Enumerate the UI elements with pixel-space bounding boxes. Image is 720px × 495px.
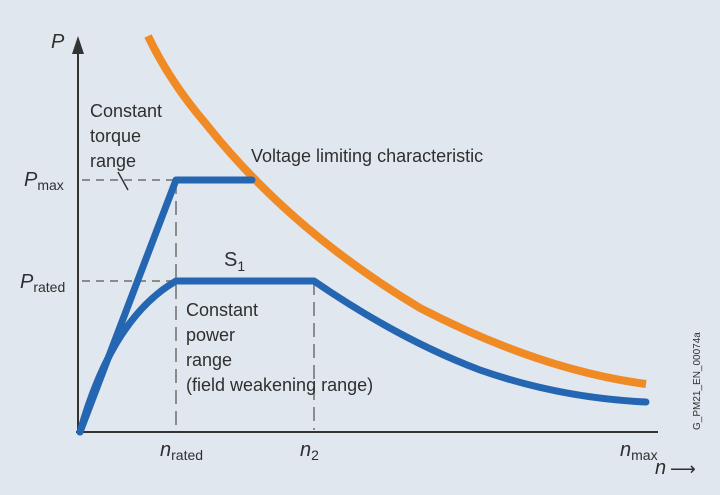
x-axis-label: n (655, 457, 666, 479)
nmax-label: nmax (620, 439, 658, 463)
constant-power-label: Constant power range (field weakening ra… (186, 300, 373, 395)
x-axis-arrow: ⟶ (670, 459, 696, 479)
voltage-limiting-curve (144, 34, 647, 388)
n2-label: n2 (300, 439, 319, 463)
figure-code: G_PM21_EN_00074a (692, 332, 703, 430)
torque-range-leader-line (117, 171, 129, 191)
nrated-label: nrated (160, 439, 203, 463)
voltage-limiting-label: Voltage limiting characteristic (251, 146, 483, 166)
y-axis-arrowhead (72, 36, 84, 54)
prated-label: Prated (20, 271, 65, 295)
s1-label: S1 (224, 249, 245, 274)
y-axis-label: P (51, 31, 65, 53)
constant-torque-label: Constant torque range (90, 101, 167, 171)
pmax-label: Pmax (24, 169, 64, 193)
s1-rated-curve (76, 277, 650, 436)
